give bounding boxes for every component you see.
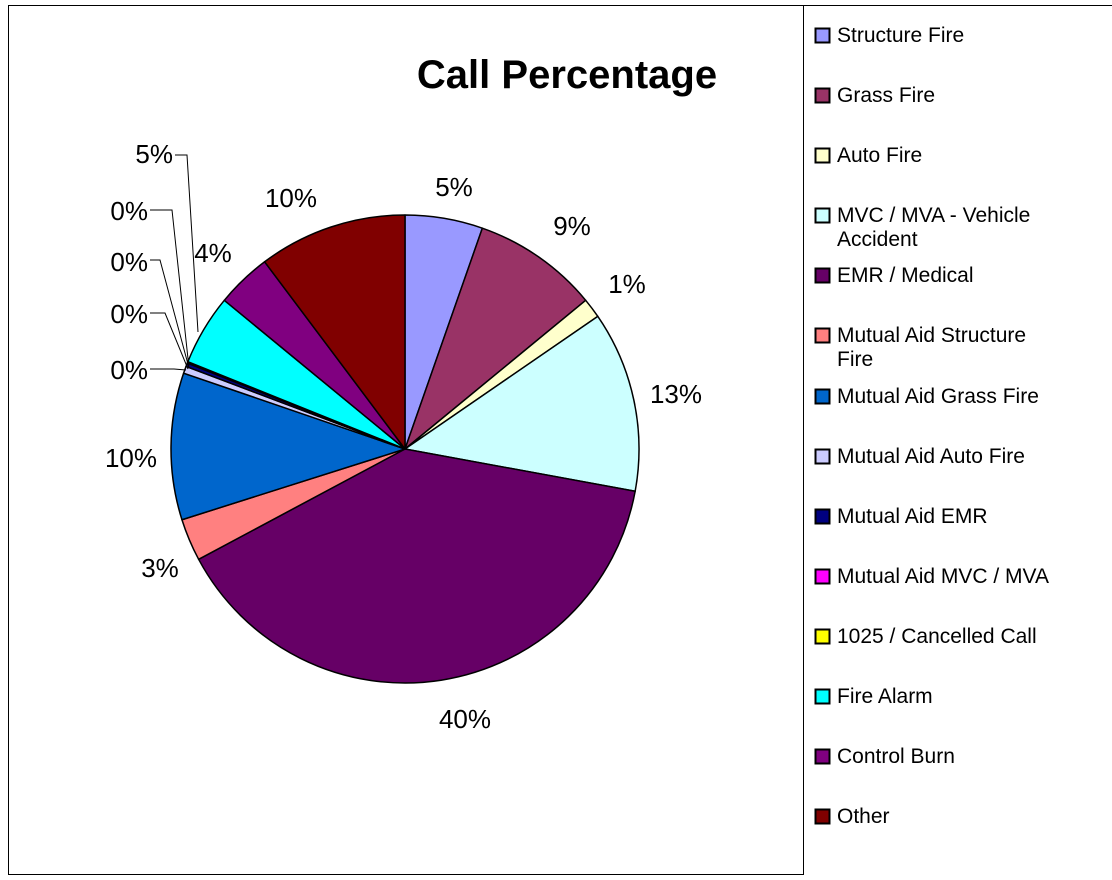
data-label: 0% — [110, 299, 148, 329]
legend-item: Mutual Aid Auto Fire — [816, 445, 1025, 468]
legend-swatch — [816, 510, 830, 524]
data-label: 13% — [650, 379, 702, 409]
legend-swatch — [816, 329, 830, 343]
legend-swatch — [816, 690, 830, 704]
data-label: 9% — [553, 211, 591, 241]
data-label: 5% — [435, 172, 473, 202]
legend-label: Mutual Aid MVC / MVA — [837, 565, 1049, 588]
legend-swatch — [816, 269, 830, 283]
legend-label: Mutual Aid EMR — [837, 505, 988, 528]
legend-label: Mutual Aid Auto Fire — [837, 445, 1025, 468]
legend-label: Control Burn — [837, 745, 955, 768]
legend-label: Grass Fire — [837, 84, 935, 107]
legend-label: EMR / Medical — [837, 264, 974, 287]
data-label: 40% — [439, 704, 491, 734]
data-label: 10% — [265, 183, 317, 213]
legend-swatch — [816, 89, 830, 103]
chart-title: Call Percentage — [417, 53, 717, 97]
legend-item: 1025 / Cancelled Call — [816, 625, 1037, 648]
data-label: 0% — [110, 355, 148, 385]
legend-swatch — [816, 149, 830, 163]
slices-layer — [171, 215, 639, 683]
legend-label: Mutual Aid Grass Fire — [837, 385, 1039, 408]
legend-swatch — [816, 630, 830, 644]
legend-swatch — [816, 750, 830, 764]
legend-item: Mutual Aid EMR — [816, 505, 988, 528]
data-label: 10% — [105, 443, 157, 473]
legend-swatch — [816, 450, 830, 464]
data-label: 5% — [135, 139, 173, 169]
legend-item: Mutual Aid Grass Fire — [816, 385, 1039, 408]
data-label: 1% — [608, 269, 646, 299]
legend-swatch — [816, 570, 830, 584]
data-label: 0% — [110, 247, 148, 277]
legend-label: Fire Alarm — [837, 685, 933, 708]
legend-label: Other — [837, 805, 890, 828]
legend-item: Control Burn — [816, 745, 955, 768]
legend-label: Structure Fire — [837, 24, 964, 47]
data-label: 0% — [110, 196, 148, 226]
data-label: 4% — [194, 238, 232, 268]
legend-item: Mutual Aid MVC / MVA — [816, 565, 1050, 588]
legend-label: Auto Fire — [837, 144, 922, 167]
legend-swatch — [816, 810, 830, 824]
legend-item: Structure Fire — [816, 24, 965, 47]
legend-swatch — [816, 209, 830, 223]
legend-label: 1025 / Cancelled Call — [837, 625, 1037, 648]
data-label: 3% — [141, 553, 179, 583]
legend-swatch — [816, 29, 830, 43]
legend-item: EMR / Medical — [816, 264, 974, 287]
legend-swatch — [816, 390, 830, 404]
